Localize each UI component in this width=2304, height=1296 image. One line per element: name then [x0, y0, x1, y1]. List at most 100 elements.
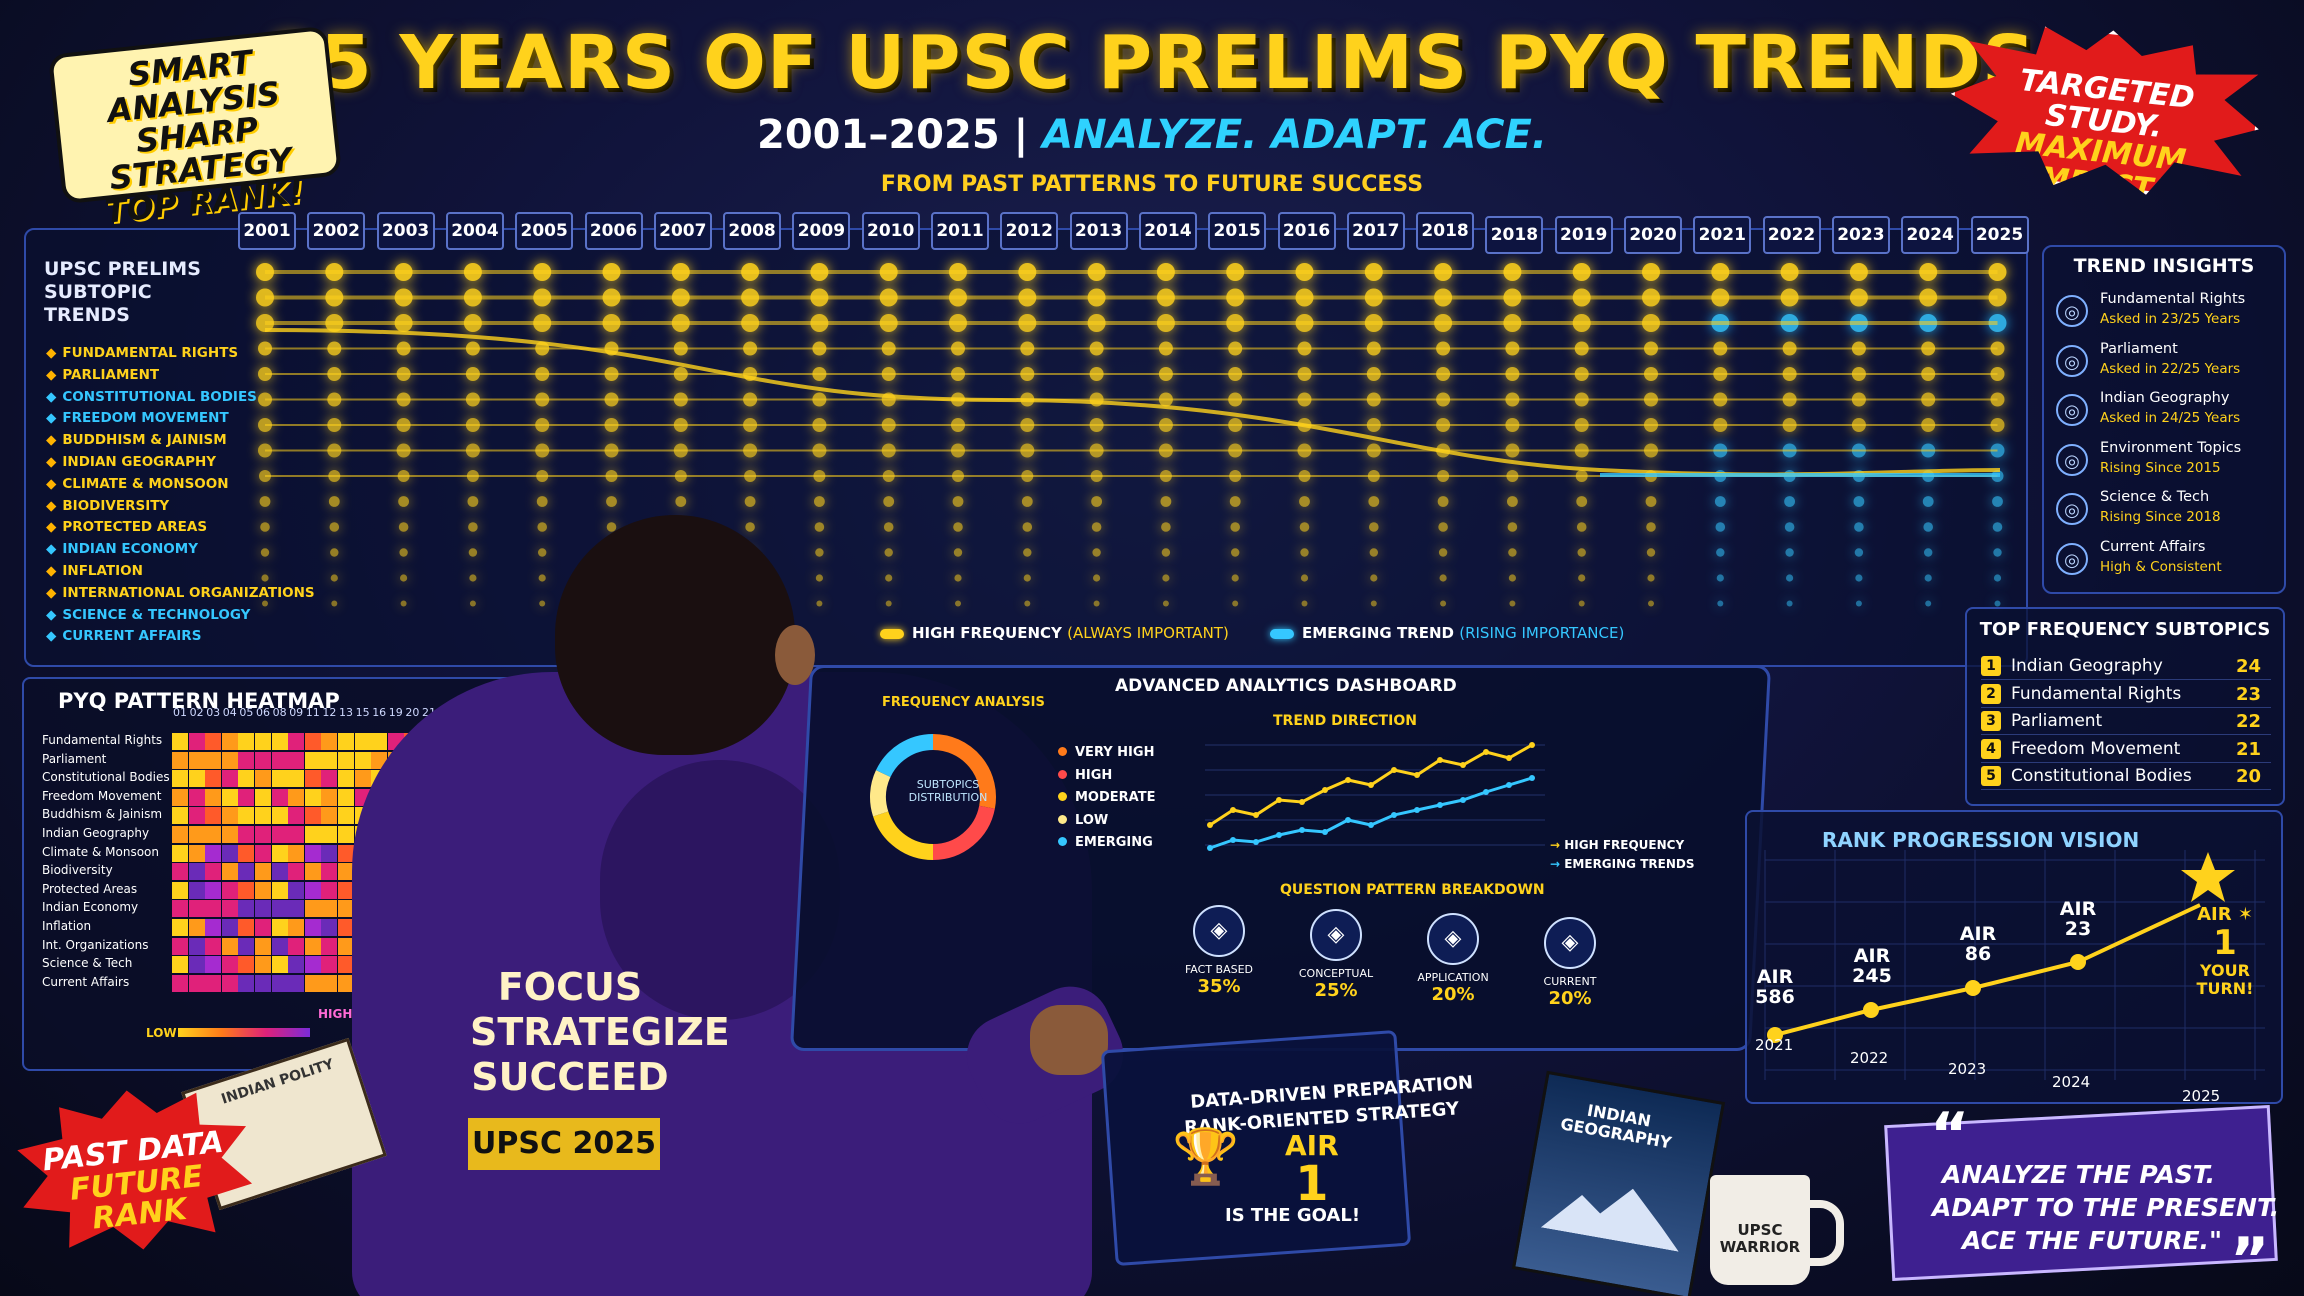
tree-icon: ◆: [46, 519, 57, 536]
pattern-label: FACT BASED: [1184, 963, 1254, 976]
trend-legend-high: → HIGH FREQUENCY: [1550, 838, 1684, 852]
insights-title: TREND INSIGHTS: [2073, 255, 2255, 277]
heatmap-cell: [238, 826, 255, 843]
subtopic-item: ◆ PARLIAMENT: [46, 367, 159, 383]
insight-sub: Rising Since 2015: [2100, 459, 2221, 476]
heatmap-cell: [288, 974, 305, 992]
rank-badge: 4: [1981, 738, 2001, 759]
year-label: 2009: [792, 212, 851, 250]
frequency-value: 22: [2235, 711, 2261, 732]
insight-item: ◎ Parliament Asked in 22/25 Years: [2056, 341, 2276, 385]
heading-line: UPSC PRELIMS: [44, 258, 201, 280]
separator: |: [1013, 112, 1029, 158]
donut-segment: [873, 811, 934, 860]
trend-lines-chart: [256, 263, 2007, 607]
trend-dot: [1992, 496, 2003, 507]
heatmap-cell: [221, 844, 238, 862]
heatmap-cell: [321, 956, 338, 974]
heatmap-row-label: Current Affairs: [42, 974, 130, 989]
hoodie-text: FOCUS: [497, 965, 643, 1009]
trend-dot: [1922, 496, 1934, 507]
heatmap-cell: [238, 770, 255, 788]
rank-final-air: AIR ✶: [2190, 905, 2260, 925]
subtopic-label: FUNDAMENTAL RIGHTS: [62, 345, 239, 361]
heatmap-color-scale: [178, 1028, 310, 1037]
heatmap-cell: [271, 974, 288, 992]
trend-dot: [954, 574, 962, 582]
rank-point: [1863, 1002, 1879, 1018]
subtopic-item: ◆ BUDDHISM & JAINISM: [46, 432, 227, 448]
trend-dot: [1024, 600, 1031, 607]
year-label: 2004: [445, 212, 504, 250]
mug-line: UPSC: [1737, 1221, 1783, 1239]
heatmap-cell: [288, 770, 305, 788]
heatmap-cell: [338, 937, 354, 955]
air-label: AIR: [1959, 923, 1997, 945]
heatmap-cell: [338, 788, 354, 806]
trend-dot: [1368, 496, 1380, 507]
emerging-trend-line-point: [1529, 775, 1535, 781]
trend-dot: [1716, 574, 1724, 582]
heatmap-cell: [205, 751, 222, 769]
heatmap-cell: [288, 807, 305, 825]
heatmap-cell: [321, 863, 338, 881]
heatmap-cell: [255, 770, 271, 788]
trend-dot: [1231, 574, 1239, 582]
question-pattern-item: ◈ APPLICATION 20%: [1398, 913, 1508, 1005]
trend-dot: [1021, 496, 1033, 507]
coffee-mug: [1710, 1175, 1810, 1285]
trend-dot: [1370, 600, 1377, 607]
heatmap-cell: [255, 900, 271, 918]
emerging-trend-line-point: [1230, 837, 1236, 843]
heatmap-cell: [338, 733, 354, 750]
heatmap-cell: [304, 937, 321, 955]
heatmap-title: PYQ PATTERN HEATMAP: [58, 689, 340, 713]
trend-dot: [398, 522, 409, 532]
trend-dot: [1924, 574, 1932, 582]
insight-item: ◎ Current Affairs High & Consistent: [2056, 539, 2276, 583]
heatmap-cell: [205, 863, 222, 881]
year-label: 2021: [1693, 216, 1752, 254]
heatmap-cell: [304, 826, 321, 843]
trend-dot: [469, 574, 477, 582]
heatmap-cell: [321, 974, 338, 992]
donut-chart: [870, 734, 996, 860]
heatmap-cell: [172, 733, 188, 750]
insight-item: ◎ Science & Tech Rising Since 2018: [2056, 489, 2276, 533]
heatmap-cell: [255, 863, 271, 881]
heatmap-column-label: 08: [272, 706, 287, 719]
heatmap-cell: [238, 788, 255, 806]
year-label: 2025: [1970, 216, 2029, 254]
heatmap-cell: [255, 807, 271, 825]
trend-dot: [1437, 496, 1449, 507]
heatmap-cell: [221, 751, 238, 769]
donut-legend-item: LOW: [1058, 813, 1108, 828]
trend-dot: [467, 496, 479, 507]
heatmap-cell: [304, 900, 321, 918]
heatmap-column-label: 04: [222, 706, 237, 719]
trend-dot: [1648, 600, 1654, 607]
heatmap-column-label: 15: [355, 706, 370, 719]
trend-dot: [885, 574, 893, 582]
heatmap-cell: [255, 733, 271, 750]
emerging-trend-line-point: [1207, 845, 1213, 851]
question-pattern-item: ◈ CURRENT 20%: [1515, 917, 1625, 1009]
heatmap-cell: [205, 770, 222, 788]
pattern-value: 20%: [1431, 984, 1475, 1005]
heatmap-high-label: HIGH: [318, 1007, 353, 1021]
flag-icon: ◆: [46, 410, 57, 427]
motto: ANALYZE. ADAPT. ACE.: [1042, 112, 1547, 158]
legend-high-frequency: HIGH FREQUENCY (ALWAYS IMPORTANT): [880, 624, 1229, 642]
heatmap-cell: [304, 807, 321, 825]
trend-dot: [330, 574, 338, 582]
rank-progression-chart: [1764, 850, 2265, 1080]
high-frequency-line-point: [1437, 757, 1443, 763]
donut-segment: [932, 805, 995, 860]
trend-direction-title: TREND DIRECTION: [1273, 713, 1417, 729]
trend-dot: [260, 522, 270, 532]
trend-dot: [1022, 522, 1033, 532]
year-label: 2013: [1069, 212, 1128, 250]
trend-dot: [1160, 496, 1172, 507]
legend-dot: [1058, 837, 1067, 846]
trend-dot: [1229, 496, 1241, 507]
